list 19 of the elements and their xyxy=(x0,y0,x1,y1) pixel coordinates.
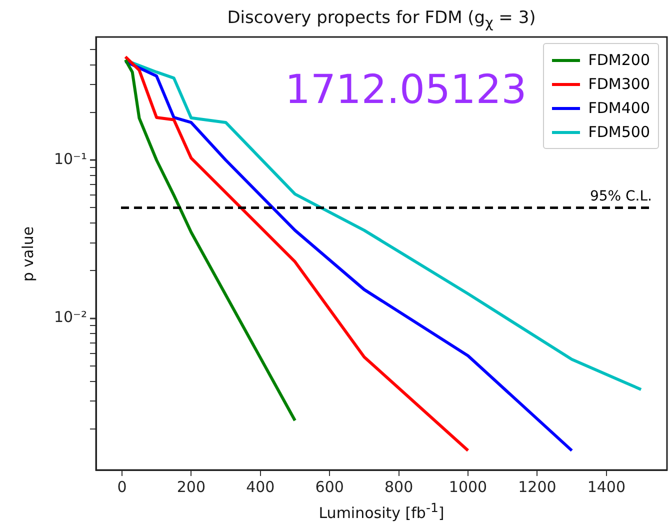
ref-line-label: 95% C.L. xyxy=(590,188,652,204)
annotation: 1712.05123 xyxy=(285,67,527,113)
x-tick-label: 1000 xyxy=(448,478,488,496)
legend-label: FDM200 xyxy=(588,50,650,71)
x-tick-label: 600 xyxy=(315,478,344,496)
legend-label: FDM300 xyxy=(588,74,650,95)
chart-title: Discovery propects for FDM (g$_{χ}$ = 3) xyxy=(226,8,537,32)
x-tick-label: 1200 xyxy=(518,478,556,496)
legend-label: FDM400 xyxy=(588,98,650,119)
x-tick-label: 400 xyxy=(246,478,275,496)
x-tick-label: 200 xyxy=(176,478,206,496)
x-tick-label: 1400 xyxy=(587,478,626,496)
legend-label: FDM500 xyxy=(588,122,650,143)
y-axis-title: p value xyxy=(19,226,37,282)
x-tick-label: 0 xyxy=(117,478,127,496)
x-tick-label: 800 xyxy=(384,478,414,496)
x-axis-title: Luminosity [fb$^{-1}$] xyxy=(318,500,446,522)
y-tick-label: 10⁻¹ xyxy=(54,150,87,168)
y-tick-label: 10⁻² xyxy=(54,308,87,326)
